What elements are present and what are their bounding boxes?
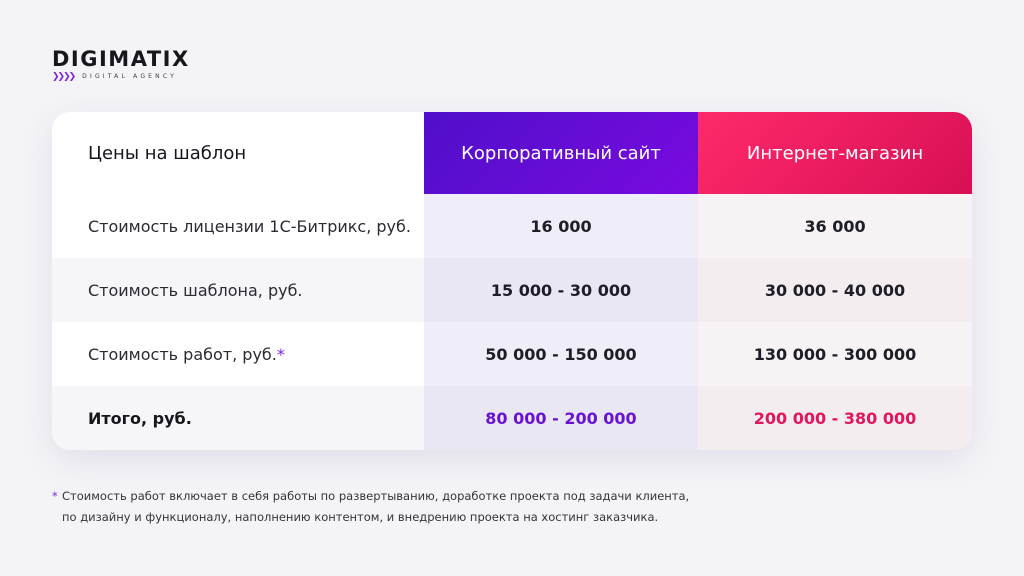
logo-name: DIGIMATIX — [52, 47, 190, 71]
table-header-row: Цены на шаблон Корпоративный сайт Интерн… — [52, 112, 972, 194]
header-online-store: Интернет-магазин — [698, 112, 972, 194]
row-label: Стоимость работ, руб. * — [52, 322, 424, 386]
row-value-store: 130 000 - 300 000 — [698, 322, 972, 386]
row-value-corporate: 50 000 - 150 000 — [424, 322, 698, 386]
row-label-text: Итого, руб. — [88, 408, 192, 428]
logo-tagline: DIGITAL AGENCY — [82, 73, 178, 80]
row-value-store: 36 000 — [698, 194, 972, 258]
chevrons-icon: ❯❯❯❯ — [52, 72, 76, 82]
row-value-corporate: 16 000 — [424, 194, 698, 258]
row-label-text: Стоимость работ, руб. — [88, 344, 277, 364]
row-label: Стоимость шаблона, руб. — [52, 258, 424, 322]
total-value-store: 200 000 - 380 000 — [698, 386, 972, 450]
logo: DIGIMATIX ❯❯❯❯ DIGITAL AGENCY — [52, 48, 190, 82]
footnote: * Стоимость работ включает в себя работы… — [52, 486, 752, 528]
logo-subline: ❯❯❯❯ DIGITAL AGENCY — [52, 72, 190, 82]
table-row: Стоимость лицензии 1С-Битрикс, руб. 16 0… — [52, 194, 972, 258]
total-value-corporate: 80 000 - 200 000 — [424, 386, 698, 450]
row-label-text: Стоимость лицензии 1С-Битрикс, руб. — [88, 216, 411, 236]
footnote-mark: * — [52, 489, 58, 503]
footnote-line-2: по дизайну и функционалу, наполнению кон… — [62, 510, 659, 524]
header-label: Цены на шаблон — [88, 142, 247, 164]
row-label-text: Стоимость шаблона, руб. — [88, 280, 303, 300]
row-label: Стоимость лицензии 1С-Битрикс, руб. — [52, 194, 424, 258]
price-table: Цены на шаблон Корпоративный сайт Интерн… — [52, 112, 972, 450]
footnote-line-1: Стоимость работ включает в себя работы п… — [62, 489, 690, 503]
table-row: Стоимость работ, руб. * 50 000 - 150 000 … — [52, 322, 972, 386]
row-label: Итого, руб. — [52, 386, 424, 450]
table-row-total: Итого, руб. 80 000 - 200 000 200 000 - 3… — [52, 386, 972, 450]
header-corporate-site: Корпоративный сайт — [424, 112, 698, 194]
table-row: Стоимость шаблона, руб. 15 000 - 30 000 … — [52, 258, 972, 322]
asterisk-mark: * — [276, 344, 285, 364]
row-value-store: 30 000 - 40 000 — [698, 258, 972, 322]
row-value-corporate: 15 000 - 30 000 — [424, 258, 698, 322]
